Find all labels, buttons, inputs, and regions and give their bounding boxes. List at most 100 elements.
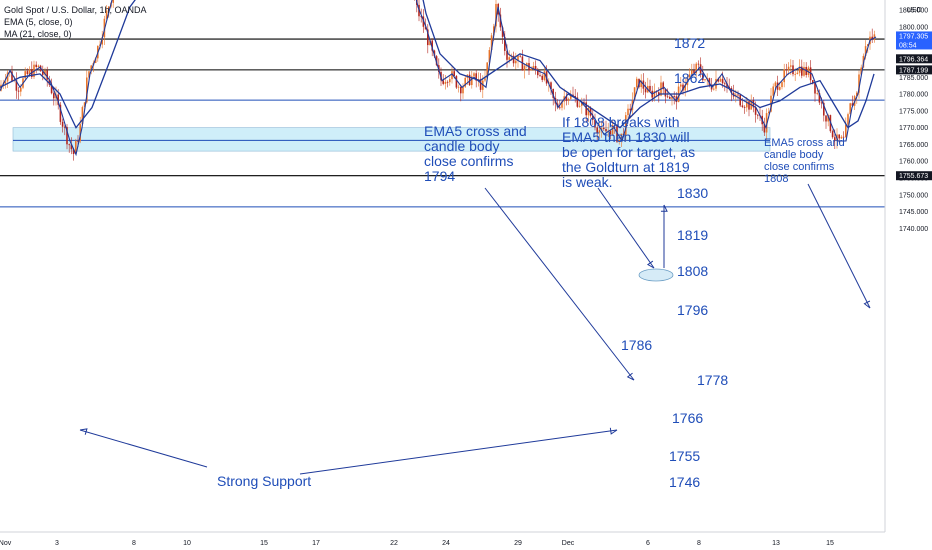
candle-body	[517, 55, 519, 61]
candle-body	[523, 65, 526, 71]
price-tag-countdown: 08:54	[899, 42, 917, 49]
candle-body	[94, 58, 97, 64]
candle-body	[713, 88, 715, 90]
candle-body	[44, 70, 46, 75]
candle-body	[719, 78, 722, 82]
level-label-1778: 1778	[697, 372, 729, 388]
symbol-title[interactable]: Gold Spot / U.S. Dollar, 1h, OANDA	[4, 5, 147, 15]
candle-body	[59, 104, 62, 122]
arrow-support-left-head	[79, 428, 88, 435]
candle-body	[669, 97, 671, 99]
y-tick-label: 1745.000	[899, 209, 928, 216]
candle-body	[620, 133, 623, 140]
arrow-to-ema-cross-1808-head	[863, 300, 871, 309]
candle-body	[576, 97, 579, 107]
y-tick-label: 1800.000	[899, 24, 928, 31]
chart-legend: Gold Spot / U.S. Dollar, 1h, OANDA EMA (…	[4, 4, 147, 40]
candle-body	[794, 73, 796, 75]
candle-body	[867, 44, 869, 47]
candle-body	[101, 37, 103, 45]
ma-indicator-label[interactable]: MA (21, close, 0)	[4, 29, 72, 39]
candle-body	[831, 131, 834, 138]
candle-body	[763, 124, 766, 133]
candle-body	[75, 141, 77, 154]
level-label-1766: 1766	[672, 410, 704, 426]
candle-body	[787, 66, 790, 71]
candle-body	[427, 29, 429, 46]
arrow-support-right-head	[609, 427, 618, 435]
candle-body	[42, 71, 44, 75]
price-tag	[896, 171, 932, 181]
candle-body	[625, 115, 627, 136]
candle-body	[721, 78, 724, 84]
candle-body	[823, 102, 825, 116]
candle-body	[61, 121, 64, 127]
candle-body	[856, 92, 858, 97]
candle-body	[46, 70, 48, 80]
candle-body	[809, 67, 812, 81]
candle-body	[834, 137, 836, 141]
candle-body	[53, 93, 55, 99]
candle-body	[6, 72, 9, 82]
y-tick-label: 1805.000	[899, 8, 928, 15]
candle-body	[534, 66, 537, 71]
candle-body	[697, 63, 700, 65]
x-tick-label: 8	[132, 540, 136, 547]
candle-body	[493, 26, 495, 36]
candle-body	[600, 127, 603, 131]
price-tag	[896, 31, 932, 50]
candle-body	[473, 73, 475, 77]
candle-body	[449, 79, 451, 83]
currency-label: USD	[907, 7, 922, 14]
level-label-1872: 1872	[674, 35, 706, 51]
candle-body	[550, 82, 552, 89]
candle-body	[499, 14, 502, 28]
candle-body	[512, 55, 515, 64]
candle-body	[86, 77, 88, 103]
y-tick-label: 1775.000	[899, 108, 928, 115]
candle-body	[112, 0, 114, 3]
price-tag	[896, 54, 932, 64]
candle-body	[673, 96, 675, 97]
candle-body	[757, 114, 759, 116]
support-zone	[12, 127, 771, 152]
price-scale-bg	[885, 0, 932, 550]
candle-body	[838, 134, 840, 139]
candle-body	[605, 128, 607, 132]
candle-body	[798, 66, 801, 73]
ema-indicator-label[interactable]: EMA (5, close, 0)	[4, 17, 73, 27]
candle-body	[704, 79, 706, 81]
annotation-strong-support: Strong Support	[217, 473, 312, 489]
candle-body	[105, 10, 108, 19]
candle-body	[851, 103, 854, 106]
candle-body	[585, 102, 587, 116]
arrow-to-1808-ellipse	[597, 187, 655, 269]
candle-body	[530, 68, 532, 71]
candle-body	[66, 127, 68, 145]
candle-body	[774, 82, 777, 87]
candle-body	[504, 36, 506, 51]
candle-body	[543, 71, 546, 80]
level-label-1862: 1862	[674, 70, 706, 86]
level-label-1746: 1746	[669, 474, 701, 490]
candle-body	[565, 96, 568, 101]
candle-body	[684, 85, 686, 91]
candle-body	[847, 114, 849, 125]
candle-body	[457, 86, 460, 88]
y-tick-label: 1740.000	[899, 226, 928, 233]
candle-body	[486, 62, 488, 79]
candle-body	[552, 88, 554, 98]
arrow-support-right	[299, 429, 618, 475]
candle-body	[587, 108, 590, 116]
annotation-ema5-1808: EMA5 cross and candle body close confirm…	[764, 137, 845, 185]
level-label-1808: 1808	[677, 263, 709, 279]
candle-body	[680, 84, 682, 87]
candle-body	[64, 126, 66, 128]
candle-body	[598, 130, 601, 133]
candle-body	[559, 107, 561, 109]
candle-body	[526, 63, 528, 66]
x-tick-label: 15	[826, 540, 834, 547]
y-tick-label: 1750.000	[899, 192, 928, 199]
candle-body	[746, 101, 748, 108]
